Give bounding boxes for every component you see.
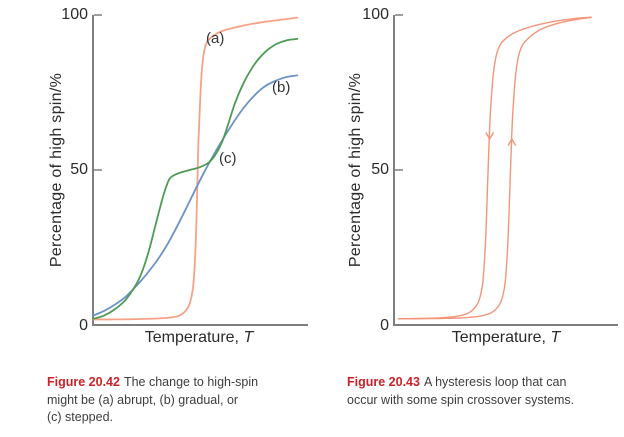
caption-line-2: might be (a) abrupt, (b) gradual, or [47,392,239,407]
caption-figure-20-42: Figure 20.42 The change to high-spin migh… [47,374,277,427]
left-chart-ytick-0: 0 [79,317,88,334]
caption-line-1: The change to high-spin [123,375,259,389]
curve-label-c: (c) [219,150,237,167]
right-chart-y-axis-title: Percentage of high spin/% [347,72,364,268]
x-axis-title-text: Temperature, [144,329,239,346]
caption-figure-20-43: Figure 20.43 A hysteresis loop that can o… [347,374,597,409]
right-chart-ytick-100: 100 [362,6,389,23]
figure-number: Figure 20.42 [47,375,120,389]
x-axis-title-symbol: T [243,329,254,346]
caption-line-3: (c) stepped. [47,410,114,424]
left-chart-x-axis-title: Temperature, T [99,329,299,347]
curve-label-a: (a) [206,30,225,47]
caption-line-2: occur with some spin crossover systems. [347,392,575,407]
left-chart-y-axis-title: Percentage of high spin/% [48,72,65,268]
x-axis-title-text: Temperature, [451,329,546,346]
right-chart-ytick-50: 50 [371,161,389,178]
curve-label-b: (b) [272,79,291,96]
left-chart-ytick-50: 50 [70,161,88,178]
x-axis-title-symbol: T [550,329,561,346]
figure-number: Figure 20.43 [347,375,420,389]
right-chart-x-axis-title: Temperature, T [406,329,606,347]
left-chart-ytick-100: 100 [61,6,88,23]
right-chart-ytick-0: 0 [380,317,389,334]
caption-line-1: A hysteresis loop that can [423,375,567,389]
